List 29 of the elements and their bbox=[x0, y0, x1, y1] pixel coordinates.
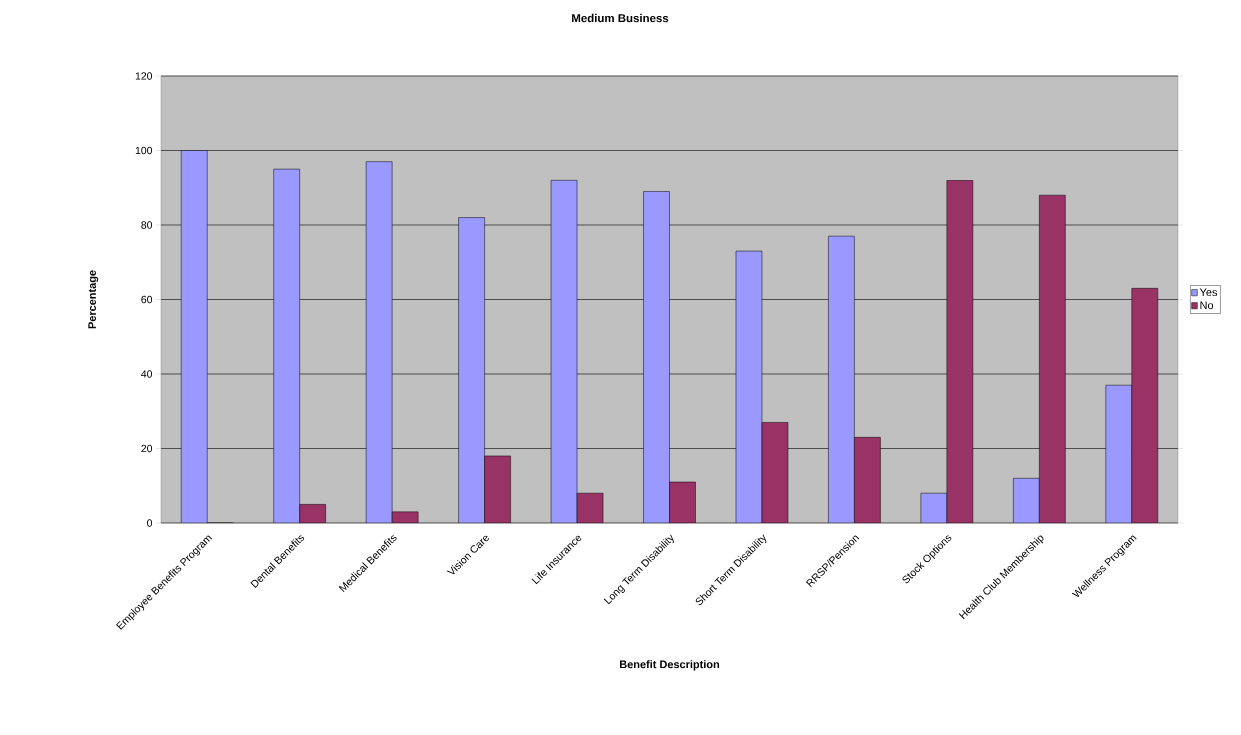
bar bbox=[761, 422, 789, 523]
bar bbox=[735, 250, 763, 523]
y-tick-label: 100 bbox=[135, 146, 153, 155]
legend-label: No bbox=[1200, 301, 1214, 310]
bar bbox=[1131, 288, 1159, 523]
legend-label: Yes bbox=[1199, 288, 1218, 297]
bar bbox=[854, 437, 881, 523]
y-tick-label: 60 bbox=[141, 295, 153, 304]
y-tick-label: 20 bbox=[141, 444, 153, 453]
bar bbox=[946, 180, 974, 523]
bar bbox=[669, 481, 696, 523]
bar bbox=[1013, 478, 1040, 523]
y-axis-title: Percentage bbox=[88, 270, 99, 329]
bar bbox=[1105, 384, 1133, 523]
y-tick-label: 0 bbox=[147, 519, 153, 527]
bar bbox=[828, 235, 855, 523]
x-axis-title: Benefit Description bbox=[620, 660, 720, 671]
bar bbox=[365, 161, 393, 523]
y-tick-label: 120 bbox=[135, 72, 153, 80]
bar bbox=[643, 191, 670, 523]
bar bbox=[1039, 194, 1066, 523]
bar bbox=[550, 180, 578, 523]
chart-title: Medium Business bbox=[572, 13, 669, 23]
bar bbox=[458, 217, 485, 523]
y-tick-label: 40 bbox=[141, 370, 153, 378]
bar bbox=[484, 455, 511, 523]
y-tick-label: 80 bbox=[141, 221, 153, 229]
bar bbox=[273, 168, 300, 523]
bar bbox=[180, 150, 208, 523]
